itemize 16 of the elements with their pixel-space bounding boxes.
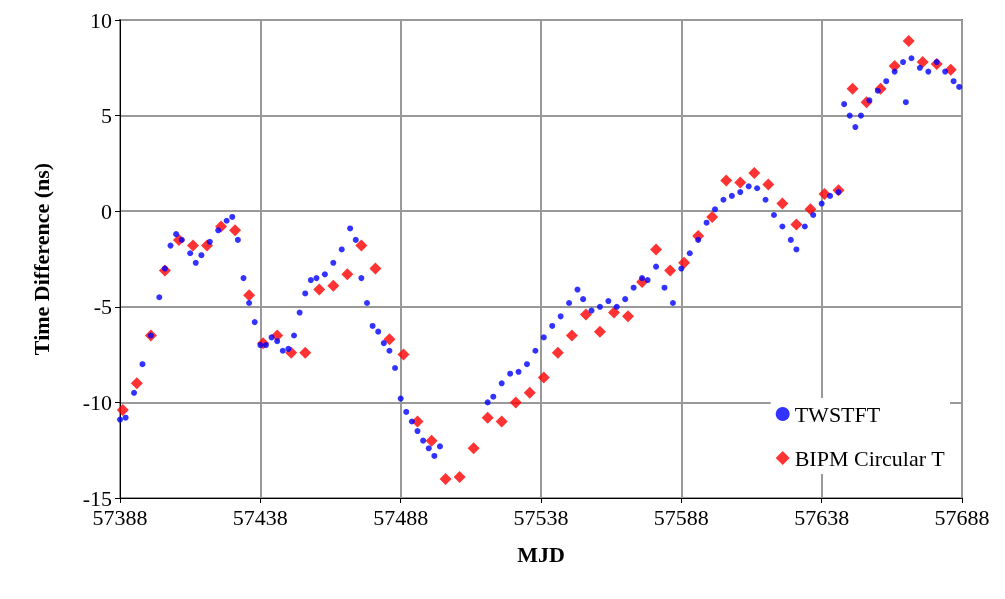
x-tick-label: 57638 xyxy=(794,504,850,530)
legend-label: BIPM Circular T xyxy=(794,445,946,471)
y-tick-label: 10 xyxy=(90,7,112,33)
x-axis-title: MJD xyxy=(517,541,565,567)
x-tick-label: 57538 xyxy=(513,504,569,530)
y-axis-title: Time Difference (ns) xyxy=(28,162,54,356)
y-tick-label: -5 xyxy=(93,294,112,320)
x-tick-label: 57438 xyxy=(232,504,288,530)
x-tick-label: 57688 xyxy=(934,504,990,530)
x-tick-label: 57588 xyxy=(653,504,709,530)
legend-label: TWSTFT xyxy=(794,401,881,427)
y-tick-label: -10 xyxy=(82,389,112,415)
y-tick-label: -15 xyxy=(82,485,112,511)
y-tick-label: 5 xyxy=(101,103,112,129)
x-tick-label: 57488 xyxy=(373,504,429,530)
y-tick-label: 0 xyxy=(101,198,112,224)
